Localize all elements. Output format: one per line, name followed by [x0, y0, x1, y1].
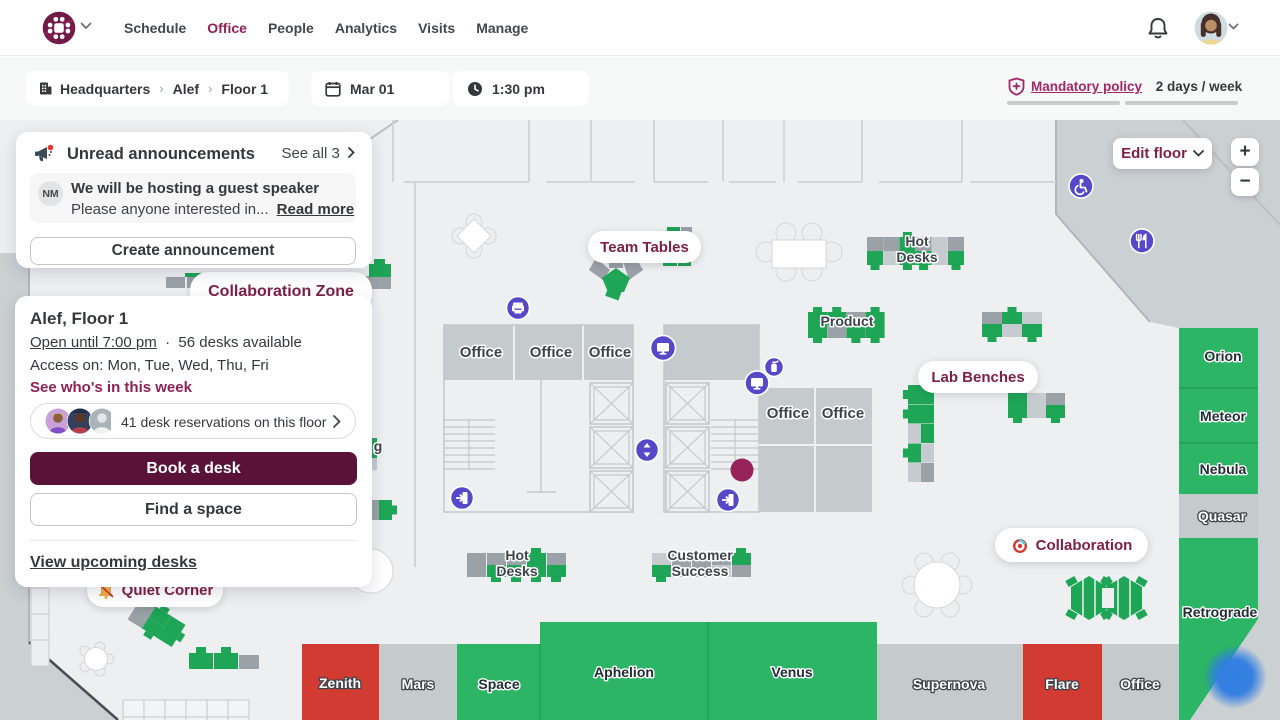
svg-text:Venus: Venus — [771, 664, 812, 680]
svg-text:Space: Space — [478, 676, 519, 692]
svg-text:Success: Success — [672, 563, 729, 579]
svg-text:Hot: Hot — [505, 547, 529, 563]
svg-text:Customer: Customer — [667, 547, 733, 563]
svg-text:Office: Office — [767, 405, 810, 422]
svg-text:Zenith: Zenith — [319, 675, 361, 691]
svg-text:Orion: Orion — [1204, 348, 1241, 364]
svg-text:Quasar: Quasar — [1198, 508, 1247, 524]
svg-text:Product: Product — [821, 313, 874, 329]
svg-text:Office: Office — [460, 344, 503, 361]
svg-text:Office: Office — [1120, 676, 1160, 692]
svg-text:Mars: Mars — [402, 676, 435, 692]
svg-text:Meteor: Meteor — [1200, 408, 1246, 424]
svg-text:Office: Office — [822, 405, 865, 422]
svg-text:Retrograde: Retrograde — [1183, 604, 1258, 620]
svg-text:Desks: Desks — [496, 563, 537, 579]
svg-text:Aphelion: Aphelion — [594, 664, 654, 680]
svg-text:Hot: Hot — [905, 233, 929, 249]
svg-text:g: g — [374, 438, 383, 454]
svg-text:Supernova: Supernova — [913, 676, 986, 692]
svg-text:Flare: Flare — [1045, 676, 1079, 692]
svg-text:Nebula: Nebula — [1200, 461, 1247, 477]
svg-text:Office: Office — [530, 344, 573, 361]
svg-text:Office: Office — [589, 344, 632, 361]
svg-text:Desks: Desks — [896, 249, 937, 265]
